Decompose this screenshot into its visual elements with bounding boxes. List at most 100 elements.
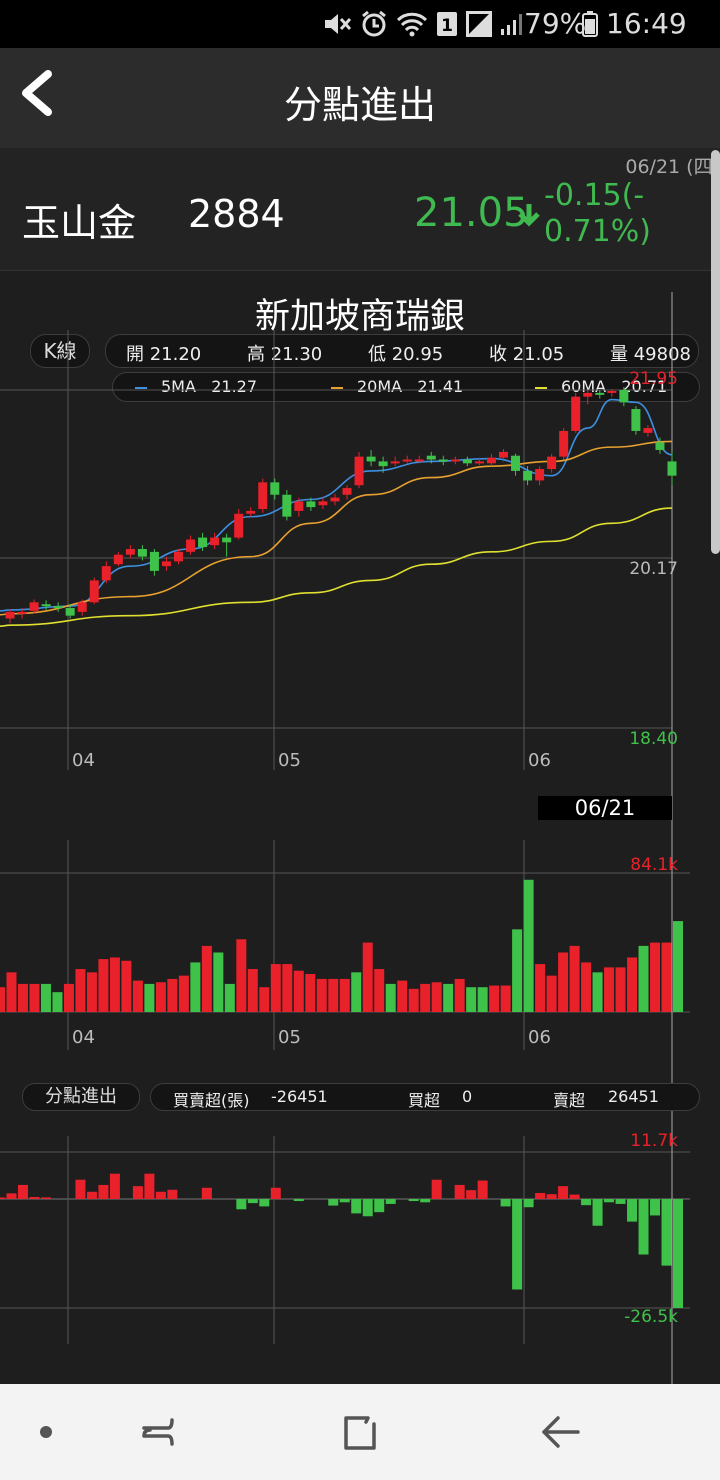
recents-icon[interactable] (136, 1412, 184, 1452)
ma20-value: 21.41 (417, 377, 464, 396)
flow-bar-sell (420, 1199, 431, 1203)
candle-body (77, 602, 87, 612)
volume-bar (305, 973, 316, 1012)
candle-body (438, 459, 448, 462)
flow-bar-buy (535, 1192, 546, 1199)
volume-bar (109, 957, 120, 1012)
candle-body (174, 551, 184, 562)
volume-bar (443, 983, 454, 1012)
flow-bar-buy (0, 1197, 5, 1199)
flow-bar-buy (17, 1184, 28, 1199)
month-label-06: 06 (528, 750, 551, 771)
5ma-line (0, 398, 673, 612)
candle-body (125, 549, 135, 555)
flow-bar-sell (351, 1199, 362, 1214)
volume-bar (477, 987, 488, 1012)
volume-axis-max: 84.1k (630, 855, 678, 875)
candle-body (559, 430, 569, 457)
flow-bar-buy (201, 1187, 212, 1199)
volume-bar (167, 978, 178, 1012)
buy-value: 0 (462, 1087, 473, 1106)
arrow-down-icon (518, 204, 540, 227)
ma20-legend: 20MA 21.41 (331, 377, 463, 396)
volume-bar (408, 988, 419, 1012)
candle-body (210, 537, 220, 546)
candle-body (318, 501, 328, 506)
scrollbar[interactable] (711, 150, 720, 554)
volume-bar (374, 969, 385, 1012)
candle-body (462, 459, 472, 464)
volume-bar (178, 975, 189, 1012)
alarm-icon (362, 10, 386, 37)
status-bar: 1 79% 16:49 (0, 0, 720, 48)
volume-bar (75, 969, 86, 1012)
volume-bar (673, 921, 683, 1012)
volume-month-06: 06 (528, 1027, 551, 1048)
candle-body (655, 442, 665, 450)
candle-body (53, 606, 63, 609)
candle-body (366, 456, 376, 462)
flow-bar-sell (638, 1199, 649, 1255)
volume-bar (489, 985, 500, 1012)
flow-bar-sell (523, 1199, 534, 1208)
candle-body (354, 456, 364, 486)
volume-bar (351, 972, 362, 1012)
candle-body (330, 497, 340, 502)
volume-bar (397, 980, 408, 1012)
candle-body (450, 459, 460, 462)
candle-body (535, 469, 545, 481)
k-line-toggle[interactable]: K線 (30, 334, 90, 368)
flow-bar-sell (408, 1199, 419, 1202)
volume-bar (0, 987, 5, 1012)
candle-body (246, 510, 256, 514)
flow-bar-buy (29, 1196, 40, 1199)
ma60-value: 20.71 (621, 377, 668, 396)
flow-bar-sell (581, 1199, 592, 1206)
flow-bar-sell (339, 1199, 350, 1203)
volume-bar (650, 942, 661, 1012)
candle-body (222, 537, 232, 543)
crosshair-date: 06/21 (538, 796, 672, 820)
stock-code: 2884 (188, 192, 285, 236)
candle-body (101, 566, 111, 581)
candle-body (643, 428, 653, 433)
candle-body (149, 551, 159, 571)
volume-bar (270, 964, 281, 1012)
flow-bar-buy (132, 1186, 143, 1199)
chevron-left-icon[interactable] (14, 68, 58, 118)
volume-bar (339, 978, 350, 1012)
sell-value: 26451 (608, 1087, 659, 1106)
volume-bar (500, 985, 511, 1012)
stock-name: 玉山金 (22, 201, 137, 245)
volume-value: 量 49808 (610, 344, 691, 365)
volume-bar (259, 987, 270, 1012)
stock-price: 21.05 (414, 190, 529, 236)
header: 分點進出 (0, 48, 720, 148)
flow-bar-sell (374, 1199, 385, 1213)
volume-bar (316, 978, 327, 1012)
volume-bar (328, 978, 339, 1012)
candle-body (378, 461, 388, 467)
recent-dot-icon[interactable] (22, 1412, 70, 1452)
volume-month-05: 05 (278, 1027, 301, 1048)
flow-bar-sell (673, 1199, 683, 1308)
flow-toggle[interactable]: 分點進出 (22, 1083, 140, 1111)
home-icon[interactable] (336, 1412, 384, 1452)
candle-body (186, 539, 196, 552)
sim-icon: 1 (437, 12, 457, 36)
volume-bar (420, 983, 431, 1012)
candle-body (282, 494, 292, 517)
price-axis-mid: 20.17 (629, 559, 678, 579)
flow-bar-buy (109, 1173, 120, 1199)
ma20-label: 20MA (357, 377, 403, 396)
volume-bar (523, 879, 534, 1012)
back-arrow-icon[interactable] (538, 1412, 586, 1452)
volume-bar (17, 983, 28, 1012)
ma5-legend: 5MA 21.27 (135, 377, 257, 396)
volume-bar (190, 962, 201, 1012)
ma5-swatch (135, 386, 147, 389)
volume-bar (546, 975, 557, 1012)
flow-bar-buy (270, 1187, 281, 1199)
battery-icon (582, 11, 598, 37)
volume-bar (247, 969, 258, 1012)
